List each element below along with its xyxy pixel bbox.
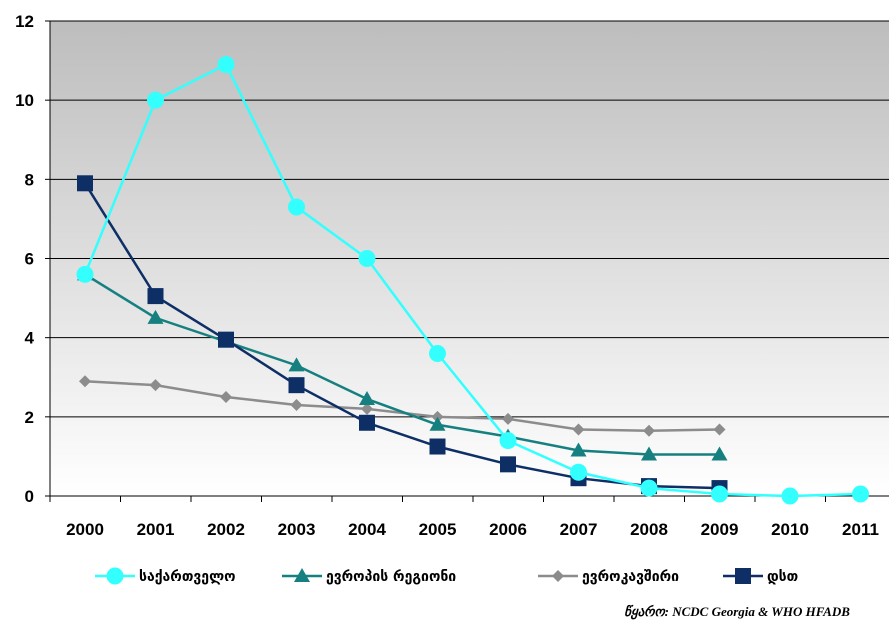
x-tick-label: 2005: [419, 520, 457, 539]
x-tick-label: 2001: [137, 520, 175, 539]
data-point: [643, 424, 655, 437]
series-group: [76, 56, 869, 505]
data-point: [217, 56, 235, 74]
legend-label: ევროკავშირი: [582, 569, 679, 585]
data-point: [290, 398, 303, 411]
series-line: [83, 182, 720, 490]
data-point: [499, 432, 517, 450]
data-point: [429, 416, 446, 431]
data-point: [77, 175, 93, 192]
source-note: წყარო: NCDC Georgia & WHO HFADB: [624, 604, 850, 619]
series-line: [84, 273, 720, 456]
x-tick-label: 2008: [630, 520, 668, 539]
legend-item-1: ევროპის რეგიონი: [282, 568, 456, 585]
x-tick-label: 2010: [771, 520, 809, 539]
legend-label: ევროპის რეგიონი: [326, 569, 456, 585]
data-point: [359, 414, 375, 431]
x-tick-label: 2002: [207, 520, 245, 539]
y-tick-label: 2: [25, 408, 34, 427]
data-point: [570, 442, 587, 457]
legend-item-3: დსთ: [723, 568, 798, 585]
data-point: [288, 357, 305, 372]
x-tick-label: 2009: [701, 520, 739, 539]
y-tick-label: 0: [25, 487, 34, 506]
x-tick-label: 2006: [489, 520, 527, 539]
legend-marker: [106, 567, 124, 585]
legend: საქართველო ევროპის რეგიონი ევროკავშირი დსთ: [95, 567, 798, 585]
x-tick-label: 2000: [66, 520, 104, 539]
y-tick-label: 12: [15, 12, 34, 31]
x-tick-label: 2003: [278, 520, 316, 539]
data-point: [713, 423, 726, 436]
legend-label: დსთ: [767, 569, 798, 585]
data-point: [852, 485, 869, 503]
data-point: [147, 91, 164, 109]
x-tick-label: 2007: [560, 520, 598, 539]
data-point: [147, 288, 164, 305]
legend-item-0: საქართველო: [95, 567, 236, 585]
data-point: [429, 345, 446, 362]
legend-marker: [294, 568, 310, 582]
data-point: [359, 391, 375, 406]
legend-marker: [552, 570, 564, 582]
data-point: [149, 379, 162, 392]
legend-item-2: ევროკავშირი: [538, 569, 679, 585]
data-point: [220, 391, 232, 404]
y-tick-label: 6: [25, 250, 34, 269]
x-axis-ticks: 2000 2001 2002 2003 2004 2005 2006 2007 2008 2009…: [49, 496, 879, 539]
data-point: [781, 487, 799, 505]
legend-marker: [735, 568, 751, 584]
data-point: [218, 331, 234, 348]
data-point: [358, 250, 376, 267]
data-point: [641, 446, 657, 461]
data-point: [711, 446, 728, 461]
data-point: [711, 485, 728, 503]
data-point: [572, 423, 585, 436]
data-point: [570, 463, 587, 481]
data-point: [361, 402, 373, 415]
x-tick-label: 2011: [842, 520, 879, 539]
y-axis-ticks: 0 2 4 6 8 10 12: [15, 12, 50, 506]
series-0: [76, 56, 869, 505]
data-point: [502, 412, 514, 425]
data-point: [500, 456, 516, 473]
legend-label: საქართველო: [139, 569, 236, 585]
data-point: [76, 265, 94, 283]
data-point: [288, 198, 305, 216]
gridlines: [50, 20, 889, 418]
data-point: [79, 375, 91, 388]
data-point: [288, 377, 305, 394]
data-point: [429, 438, 446, 455]
y-tick-label: 4: [25, 329, 35, 348]
data-point: [640, 479, 658, 497]
x-tick-label: 2004: [348, 520, 386, 539]
y-tick-label: 8: [25, 170, 34, 189]
y-tick-label: 10: [15, 91, 34, 110]
data-point: [147, 309, 164, 324]
series-line: [83, 62, 861, 498]
